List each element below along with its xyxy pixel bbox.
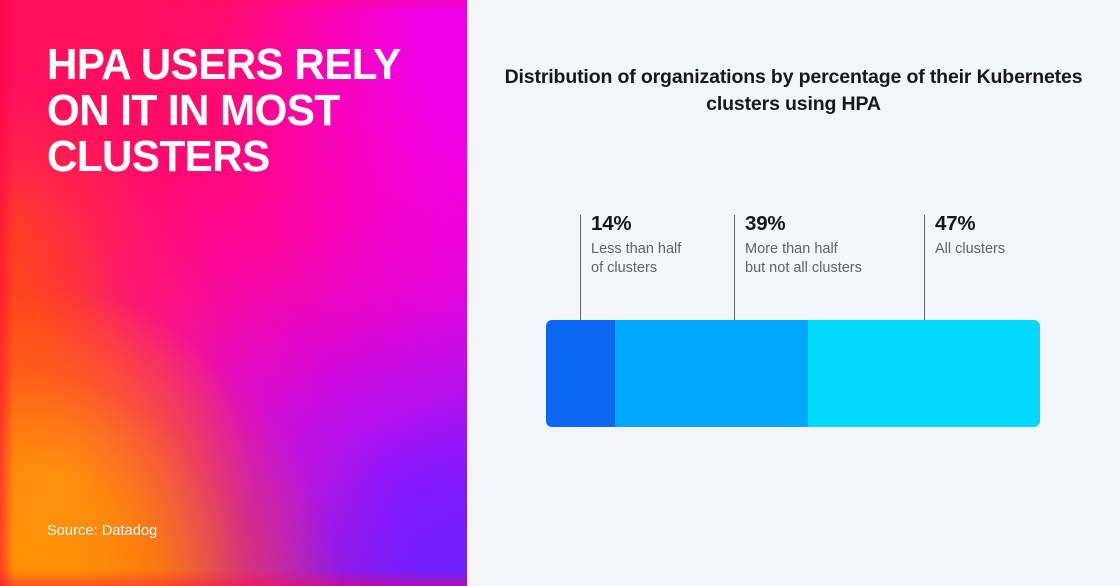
callout-value: 14% (591, 212, 632, 235)
leader-line (734, 215, 735, 340)
stacked-bar-plot: 14% Less than half of clusters 39% More … (546, 212, 1040, 428)
leader-line (580, 215, 581, 338)
callout-less-than-half: 14% Less than half of clusters (580, 212, 750, 338)
source-attribution: Source: Datadog (47, 523, 158, 539)
callout-label: Less than half of clusters (591, 240, 682, 277)
bar-segment-all-clusters[interactable] (807, 320, 1040, 427)
leader-line (924, 215, 925, 340)
bar-segment-less-than-half[interactable] (546, 320, 616, 427)
hero-headline: HPA USERS RELY ON IT IN MOST CLUSTERS (47, 40, 401, 181)
stacked-bar (546, 320, 1040, 427)
callout-all-clusters: 47% All clusters (924, 212, 1074, 340)
callout-value: 39% (745, 212, 786, 235)
bar-segment-more-than-half[interactable] (615, 320, 808, 427)
chart-title: Distribution of organizations by percent… (504, 66, 1083, 115)
callout-more-than-half: 39% More than half but not all clusters (734, 212, 924, 340)
callout-label: All clusters (935, 240, 1006, 257)
gradient-edge-glow (0, 0, 467, 586)
hero-panel: HPA USERS RELY ON IT IN MOST CLUSTERS So… (0, 0, 467, 586)
callout-label: More than half but not all clusters (745, 240, 862, 277)
callout-value: 47% (935, 212, 976, 235)
chart-panel: Distribution of organizations by percent… (467, 0, 1120, 586)
